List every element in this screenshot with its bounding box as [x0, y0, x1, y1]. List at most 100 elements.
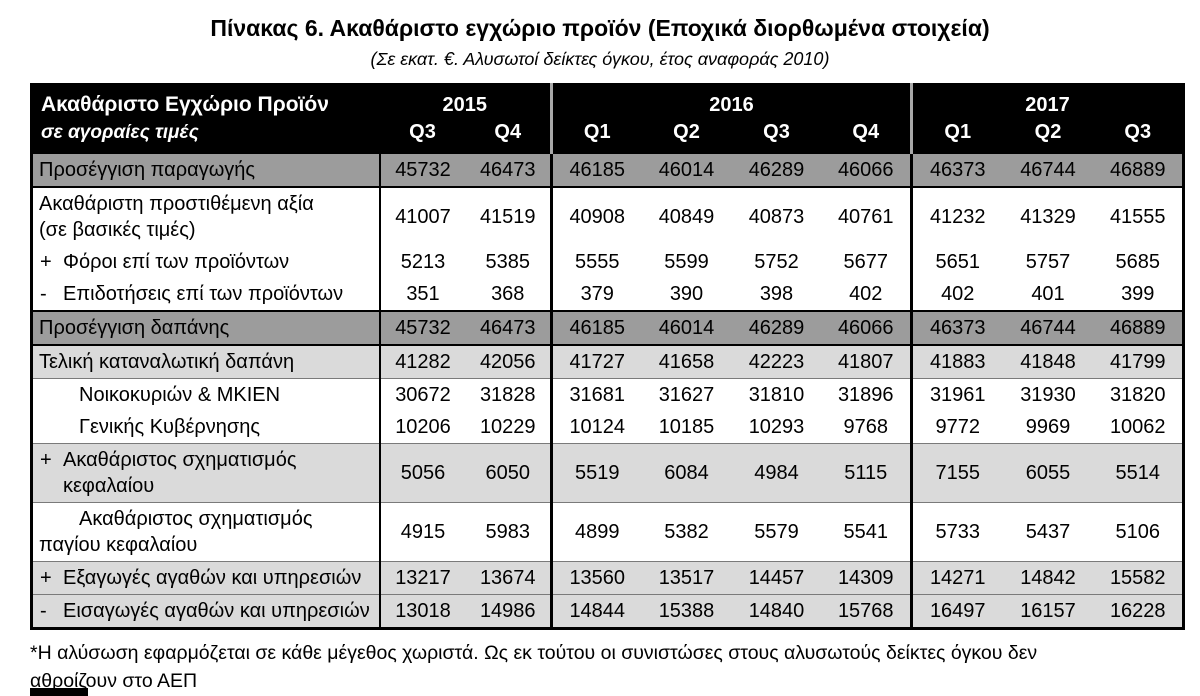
- cell-value: 5555: [550, 246, 642, 278]
- quarter-header: Q1: [550, 119, 642, 153]
- cell-value: 5519: [550, 443, 642, 503]
- cell-value: 15768: [821, 594, 912, 629]
- row-sign: +: [40, 567, 52, 589]
- year-header-2017: 2017: [909, 84, 1184, 119]
- row-sign: -: [40, 283, 47, 305]
- quarter-header: Q3: [1093, 119, 1184, 153]
- cell-value: 14271: [910, 561, 1003, 595]
- cell-value: 402: [910, 278, 1003, 311]
- cell-value: 41282: [379, 344, 466, 379]
- cell-value: 351: [379, 278, 466, 311]
- cell-value: 31820: [1093, 378, 1184, 411]
- cell-value: 46744: [1002, 152, 1094, 188]
- row-label-cell: Νοικοκυριών & ΜΚΙΕΝ: [31, 378, 381, 411]
- cell-value: 5514: [1093, 443, 1184, 503]
- cell-value: 42056: [465, 344, 552, 379]
- row-label: Γενικής Κυβέρνησης: [79, 416, 260, 438]
- footnote: *Η αλύσωση εφαρμόζεται σε κάθε μέγεθος χ…: [30, 642, 1038, 692]
- cell-value: 13560: [550, 561, 642, 595]
- table-row: + Ακαθάριστος σχηματισμός κεφαλαίου 5056 60…: [31, 443, 1184, 503]
- cell-value: 14844: [550, 594, 642, 629]
- row-label: Νοικοκυριών & ΜΚΙΕΝ: [79, 384, 281, 406]
- cell-value: 401: [1002, 278, 1094, 311]
- cell-value: 14842: [1002, 561, 1094, 595]
- cell-value: 41519: [465, 187, 552, 246]
- cell-value: 4915: [379, 502, 466, 562]
- cell-value: 41883: [910, 344, 1003, 379]
- table-row: Γενικής Κυβέρνησης 10206 10229 10124 10185 10…: [31, 411, 1184, 444]
- quarter-header: Q1: [910, 119, 1003, 153]
- row-label: Τελική καταναλωτική δαπάνη: [39, 351, 295, 373]
- cell-value: 368: [465, 278, 552, 311]
- gdp-table: Ακαθάριστο Εγχώριο Προϊόν 2015 2016 2017 σ…: [30, 83, 1186, 630]
- cell-value: 14986: [465, 594, 552, 629]
- cell-value: 46066: [821, 152, 912, 188]
- cell-value: 390: [641, 278, 732, 311]
- cell-value: 31896: [821, 378, 912, 411]
- cell-value: 40873: [731, 187, 822, 246]
- cell-value: 10062: [1093, 411, 1184, 444]
- row-label-cell: + Φόροι επί των προϊόντων: [31, 246, 381, 278]
- cell-value: 5677: [821, 246, 912, 278]
- cell-value: 13517: [641, 561, 732, 595]
- row-label-cell: Προσέγγιση δαπάνης: [31, 310, 381, 346]
- row-label: Φόροι επί των προϊόντων: [63, 251, 290, 273]
- row-label-cell: Ακαθάριστος σχηματισμός παγίου κεφαλαίου: [31, 502, 381, 562]
- row-label-cell: Γενικής Κυβέρνησης: [31, 411, 381, 444]
- cell-value: 5757: [1002, 246, 1094, 278]
- cell-value: 4899: [550, 502, 642, 562]
- cell-value: 10293: [731, 411, 822, 444]
- cell-value: 4984: [731, 443, 822, 503]
- cell-value: 7155: [910, 443, 1003, 503]
- cell-value: 5056: [379, 443, 466, 503]
- cell-value: 41807: [821, 344, 912, 379]
- cell-value: 5651: [910, 246, 1003, 278]
- quarter-header: Q3: [379, 119, 466, 153]
- row-sign: -: [40, 600, 47, 622]
- cell-value: 9768: [821, 411, 912, 444]
- cell-value: 41799: [1093, 344, 1184, 379]
- cell-value: 10229: [465, 411, 552, 444]
- row-label-cell: - Επιδοτήσεις επί των προϊόντων: [31, 278, 381, 311]
- cell-value: 46373: [910, 310, 1003, 346]
- row-label-cell: Ακαθάριστη προστιθέμενη αξία (σε βασικές…: [31, 187, 381, 246]
- cell-value: 13217: [379, 561, 466, 595]
- cell-value: 30672: [379, 378, 466, 411]
- table-row: + Φόροι επί των προϊόντων 5213 5385 5555 5599…: [31, 246, 1184, 278]
- year-header-2016: 2016: [550, 84, 912, 119]
- cell-value: 379: [550, 278, 642, 311]
- cell-value: 45732: [379, 310, 466, 346]
- table-row: Νοικοκυριών & ΜΚΙΕΝ 30672 31828 31681 31627 3…: [31, 378, 1184, 411]
- row-label: Ακαθάριστος σχηματισμός κεφαλαίου: [63, 449, 297, 497]
- table-corner-title: Ακαθάριστο Εγχώριο Προϊόν: [31, 84, 380, 119]
- cell-value: 31627: [641, 378, 732, 411]
- cell-value: 46889: [1093, 310, 1184, 346]
- cell-value: 46185: [550, 152, 642, 188]
- quarter-header-row: σε αγοραίες τιμές Q3 Q4 Q1 Q2 Q3 Q4 Q1 Q2 Q3: [31, 119, 1184, 153]
- cell-value: 46014: [641, 310, 732, 346]
- cell-value: 41232: [910, 187, 1003, 246]
- cell-value: 5382: [641, 502, 732, 562]
- cell-value: 40849: [641, 187, 732, 246]
- cell-value: 5599: [641, 246, 732, 278]
- row-label: Ακαθάριστος σχηματισμός παγίου κεφαλαίου: [39, 508, 313, 556]
- year-header-2015: 2015: [379, 84, 552, 119]
- cell-value: 13674: [465, 561, 552, 595]
- cell-value: 14840: [731, 594, 822, 629]
- cell-value: 6055: [1002, 443, 1094, 503]
- table-row: Ακαθάριστος σχηματισμός παγίου κεφαλαίου…: [31, 502, 1184, 562]
- quarter-header: Q4: [821, 119, 912, 153]
- cell-value: 46185: [550, 310, 642, 346]
- table-body: Προσέγγιση παραγωγής 45732 46473 46185 46014…: [31, 152, 1184, 629]
- cell-value: 9772: [910, 411, 1003, 444]
- cell-value: 15388: [641, 594, 732, 629]
- cell-value: 41329: [1002, 187, 1094, 246]
- cell-value: 16497: [910, 594, 1003, 629]
- row-sign: +: [40, 251, 52, 273]
- cell-value: 31930: [1002, 378, 1094, 411]
- cell-value: 41727: [550, 344, 642, 379]
- cell-value: 46473: [465, 152, 552, 188]
- row-label-cell: Προσέγγιση παραγωγής: [31, 152, 381, 188]
- row-label: Επιδοτήσεις επί των προϊόντων: [63, 283, 344, 305]
